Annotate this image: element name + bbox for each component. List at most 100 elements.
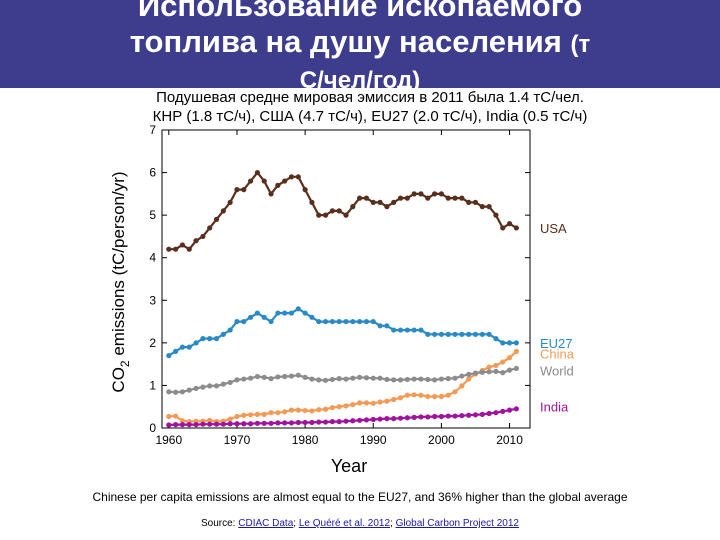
data-point-eu27 (445, 331, 451, 337)
data-point-china (431, 393, 438, 400)
data-point-world (513, 365, 519, 371)
data-point-eu27 (166, 353, 172, 359)
data-point-india (384, 416, 390, 422)
data-point-world (200, 384, 206, 390)
data-point-india (493, 410, 499, 416)
data-point-world (459, 373, 465, 379)
data-point-eu27 (275, 310, 281, 316)
data-point-world (193, 385, 199, 392)
data-point-world (234, 377, 240, 383)
data-point-world (173, 389, 179, 395)
series-line-eu27 (168, 307, 517, 357)
data-point-india (173, 421, 179, 428)
data-point-eu27 (254, 310, 261, 316)
data-point-eu27 (322, 318, 329, 325)
data-point-china (254, 411, 261, 417)
data-point-world (357, 374, 363, 380)
data-point-eu27 (500, 340, 506, 346)
data-point-china (493, 362, 499, 369)
data-point-usa (506, 221, 513, 227)
source-link-gcp[interactable]: Global Carbon Project 2012 (395, 518, 519, 529)
data-point-usa (295, 174, 301, 180)
data-point-india (234, 421, 240, 427)
data-point-india (445, 413, 451, 419)
data-point-eu27 (493, 336, 499, 342)
data-point-usa (227, 199, 233, 205)
data-point-world (227, 379, 233, 386)
data-point-india (254, 420, 261, 426)
data-point-china (329, 404, 335, 411)
data-point-eu27 (377, 323, 383, 329)
data-point-world (207, 383, 213, 389)
data-point-china (397, 395, 404, 401)
data-point-eu27 (268, 318, 274, 325)
legend-label-usa: USA (540, 221, 567, 236)
data-point-china (452, 389, 458, 395)
data-point-eu27 (207, 336, 213, 342)
data-point-china (261, 411, 267, 417)
data-point-world (479, 369, 485, 375)
series-line-world (168, 367, 517, 394)
data-point-china (486, 364, 492, 370)
data-point-china (350, 401, 356, 408)
data-point-world (336, 376, 342, 382)
data-point-usa (418, 191, 424, 197)
data-point-eu27 (302, 310, 308, 316)
data-point-eu27 (227, 327, 233, 333)
data-point-usa (329, 208, 335, 214)
data-point-india (506, 407, 513, 413)
data-point-eu27 (506, 340, 513, 346)
data-point-usa (411, 191, 417, 197)
data-point-india (200, 421, 206, 427)
data-point-eu27 (357, 318, 363, 325)
data-point-eu27 (282, 310, 288, 316)
data-point-world (309, 376, 315, 382)
source-link-le-quere[interactable]: Le Quéré et al. 2012 (298, 518, 391, 529)
data-point-china (322, 406, 329, 412)
data-point-world (370, 375, 376, 381)
emissions-line-chart: CO2 emissions (tC/person/yr) Year 012345… (109, 123, 575, 476)
data-point-china (466, 376, 472, 382)
data-point-world (486, 369, 492, 375)
data-point-eu27 (350, 318, 356, 325)
data-point-china (173, 413, 179, 419)
data-point-india (438, 413, 445, 420)
data-point-china (336, 404, 342, 410)
data-point-china (384, 398, 390, 404)
legend-label-india: India (540, 400, 569, 415)
data-point-india (247, 421, 254, 427)
data-point-eu27 (472, 331, 479, 337)
data-point-india (418, 414, 424, 420)
data-point-world (438, 376, 445, 382)
data-point-usa (234, 187, 240, 193)
data-point-usa (336, 208, 342, 214)
data-point-india (391, 416, 397, 422)
data-point-india (261, 420, 267, 426)
data-point-usa (425, 195, 431, 201)
y-axis-label-subscript: 2 (118, 360, 132, 367)
data-point-china (513, 348, 519, 354)
data-point-china (438, 393, 445, 400)
data-point-eu27 (179, 344, 186, 350)
data-point-india (220, 421, 226, 427)
data-point-eu27 (309, 314, 315, 320)
data-point-eu27 (329, 318, 335, 325)
source-link-cdiac[interactable]: CDIAC Data (238, 518, 294, 529)
data-point-eu27 (247, 314, 254, 320)
data-point-eu27 (431, 331, 438, 337)
data-point-india (166, 422, 172, 428)
title-banner: Использование ископаемого топлива на душ… (0, 0, 720, 88)
data-point-usa (220, 208, 226, 214)
title-line-2: топлива на душу населения (т (0, 24, 720, 63)
data-point-usa (213, 216, 220, 222)
data-point-india (186, 421, 192, 428)
data-point-india (309, 419, 315, 426)
data-point-china (500, 359, 506, 365)
data-point-usa (391, 199, 397, 205)
data-point-india (207, 421, 213, 427)
data-point-china (459, 383, 465, 389)
y-tick-label: 0 (149, 421, 156, 435)
data-point-india (370, 416, 376, 423)
data-point-world (166, 389, 172, 395)
data-point-india (363, 417, 370, 423)
